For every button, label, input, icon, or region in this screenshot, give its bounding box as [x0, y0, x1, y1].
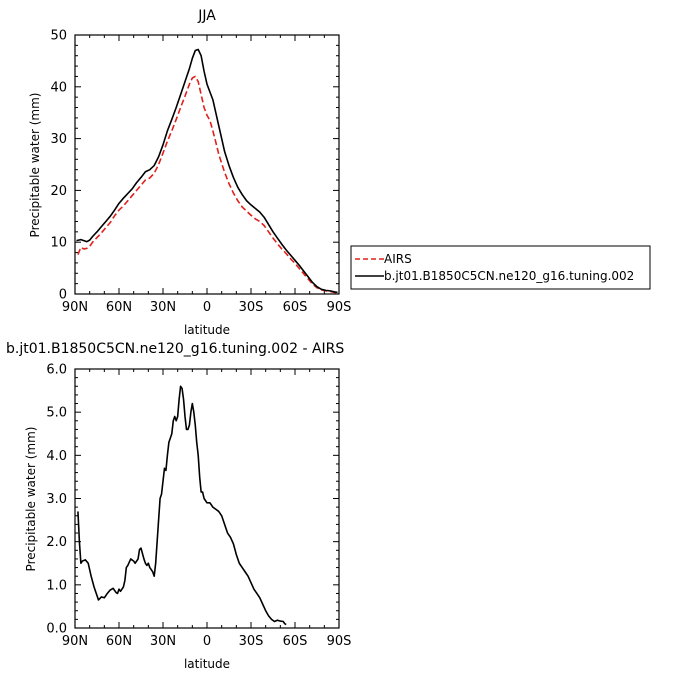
x-tick-label: 60S: [283, 300, 308, 315]
x-tick-label: 0: [203, 634, 211, 649]
chart-title: b.jt01.B1850C5CN.ne120_g16.tuning.002 - …: [6, 341, 344, 357]
legend-label-airs: AIRS: [384, 252, 412, 266]
y-tick-label: 50: [50, 29, 67, 44]
y-tick-label: 2.0: [46, 535, 67, 550]
y-tick-label: 0: [59, 288, 67, 303]
x-tick-label: 30S: [239, 300, 264, 315]
legend-box: [350, 245, 651, 290]
y-tick-label: 5.0: [46, 406, 67, 421]
y-tick-label: 10: [50, 236, 67, 251]
x-tick-label: 90S: [327, 634, 352, 649]
y-tick-labels: 0.0 1.0 2.0 3.0 4.0 5.0 6.0: [46, 363, 67, 637]
x-tick-labels: 90N 60N 30N 0 30S 60S 90S: [62, 300, 352, 315]
x-axis-label: latitude: [184, 323, 230, 337]
x-tick-label: 90N: [62, 634, 88, 649]
y-axis-label: Precipitable water (mm): [24, 427, 38, 572]
y-tick-label: 30: [50, 132, 67, 147]
y-tick-label: 0.0: [46, 622, 67, 637]
x-tick-labels: 90N 60N 30N 0 30S 60S 90S: [62, 634, 352, 649]
series-line-airs: [77, 75, 338, 294]
x-tick-label: 30S: [239, 634, 264, 649]
x-axis-label: latitude: [184, 657, 230, 671]
x-tick-label: 0: [203, 300, 211, 315]
x-tick-label: 90N: [62, 300, 88, 315]
legend: AIRS b.jt01.B1850C5CN.ne120_g16.tuning.0…: [350, 245, 651, 290]
x-tick-label: 60S: [283, 634, 308, 649]
y-tick-label: 40: [50, 80, 67, 95]
series-group: [76, 48, 338, 294]
series-line-difference: [77, 385, 287, 626]
x-tick-label: 90S: [327, 300, 352, 315]
series-group: [77, 385, 287, 626]
legend-label-model: b.jt01.B1850C5CN.ne120_g16.tuning.002: [384, 269, 634, 283]
y-tick-label: 4.0: [46, 449, 67, 464]
tick-marks: [74, 34, 340, 295]
chart-title: JJA: [197, 8, 216, 24]
x-tick-label: 60N: [106, 300, 132, 315]
plot-frame: [74, 368, 340, 629]
y-axis-label: Precipitable water (mm): [28, 93, 42, 238]
y-tick-label: 6.0: [46, 363, 67, 378]
y-tick-label: 20: [50, 184, 67, 199]
precipitable-water-difference-chart: b.jt01.B1850C5CN.ne120_g16.tuning.002 - …: [6, 341, 351, 671]
plot-frame: [74, 34, 340, 295]
y-tick-label: 3.0: [46, 492, 67, 507]
y-tick-labels: 0 10 20 30 40 50: [50, 29, 67, 303]
y-tick-label: 1.0: [46, 578, 67, 593]
x-tick-label: 60N: [106, 634, 132, 649]
precipitable-water-jja-chart: JJA 90N 60N 30N 0 30S 60S 90S 0 10 20 30 40 50 lati…: [28, 8, 651, 337]
series-line-model: [76, 48, 338, 294]
x-tick-label: 30N: [150, 300, 176, 315]
x-tick-label: 30N: [150, 634, 176, 649]
